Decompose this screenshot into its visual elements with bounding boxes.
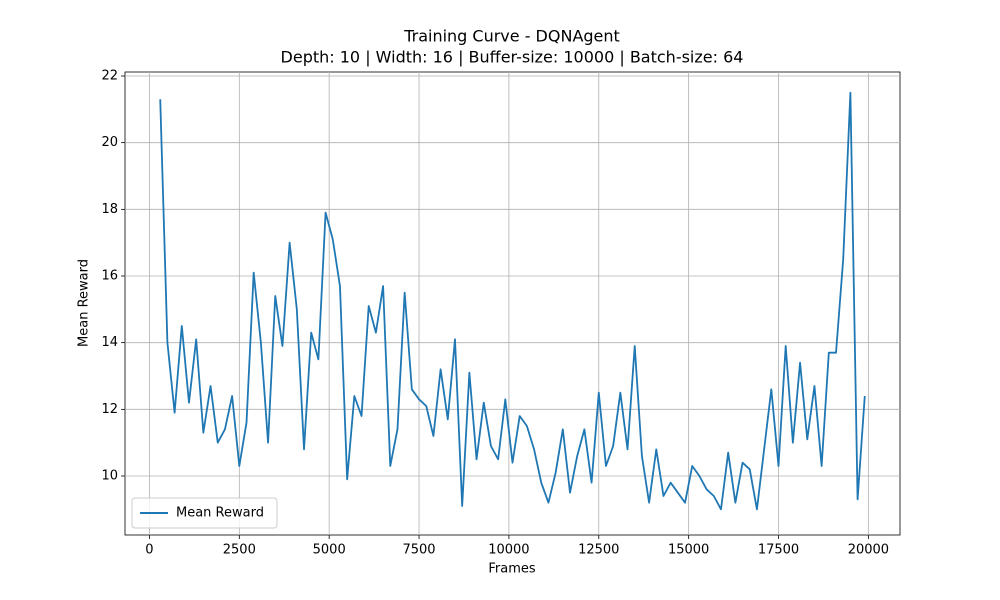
- y-tick-label: 10: [101, 469, 118, 484]
- chart-title: Training Curve - DQNAgent: [403, 27, 620, 46]
- legend-label: Mean Reward: [176, 506, 264, 521]
- x-tick-label: 15000: [668, 543, 709, 558]
- x-tick-label: 5000: [313, 543, 346, 558]
- chart-subtitle: Depth: 10 | Width: 16 | Buffer-size: 100…: [281, 48, 744, 67]
- y-tick-label: 14: [101, 335, 118, 350]
- x-tick-label: 10000: [488, 543, 529, 558]
- y-tick-label: 16: [101, 269, 118, 284]
- legend-box: [131, 497, 278, 529]
- y-tick-label: 20: [101, 135, 118, 150]
- x-tick-label: 17500: [758, 543, 799, 558]
- x-axis-label: Frames: [488, 562, 536, 577]
- plot-frame: [124, 71, 901, 536]
- y-axis-label: Mean Reward: [77, 259, 92, 347]
- y-tick-label: 18: [101, 202, 118, 217]
- data-line: [159, 91, 866, 511]
- y-tick-label: 12: [101, 402, 118, 417]
- y-tick-label: 22: [101, 69, 118, 84]
- x-tick-label: 12500: [578, 543, 619, 558]
- x-tick-label: 20000: [848, 543, 889, 558]
- x-tick-label: 2500: [223, 543, 256, 558]
- x-tick-label: 0: [145, 543, 153, 558]
- x-tick-label: 7500: [402, 543, 435, 558]
